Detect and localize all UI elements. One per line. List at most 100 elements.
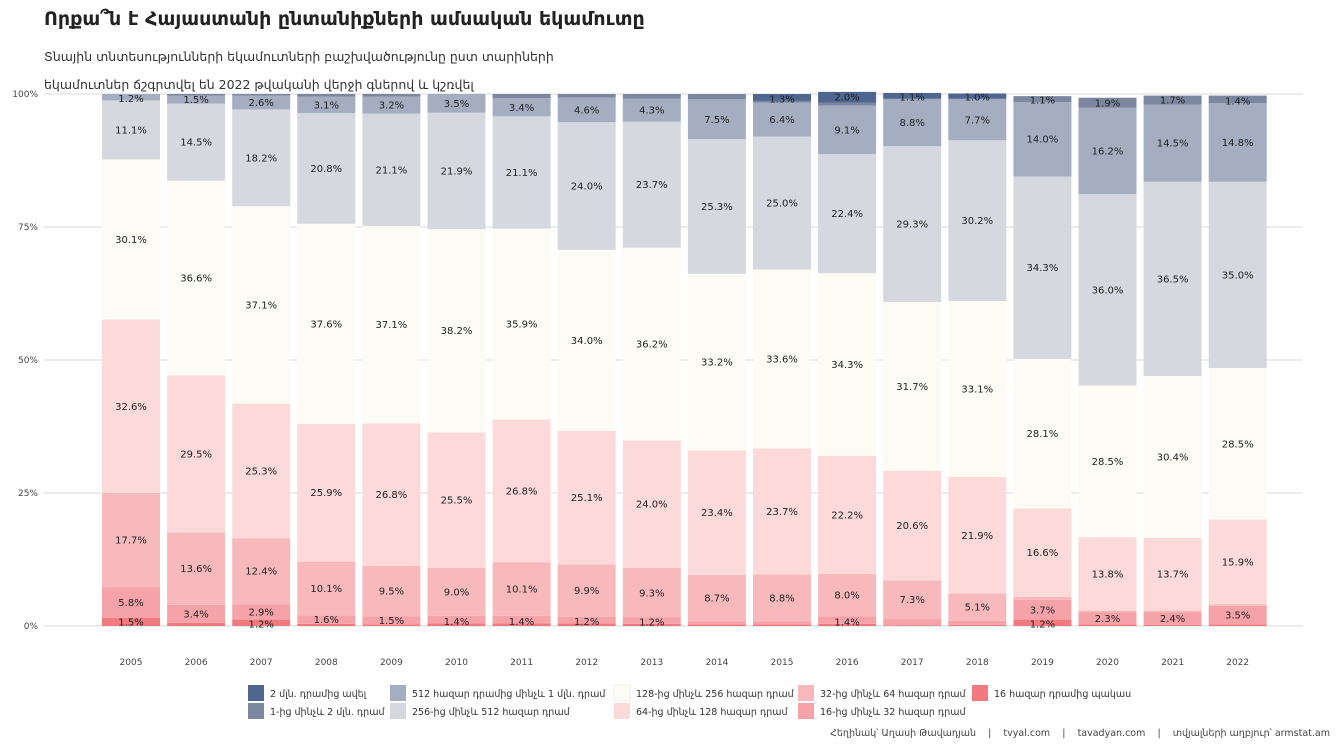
data-label: 25.5% [441,496,473,507]
bar-segment [1013,599,1072,620]
data-label: 1.2% [118,94,143,105]
footer-separator-1: | [988,728,992,739]
data-label: 33.1% [961,384,993,395]
legend-swatch [798,703,814,719]
bar-segment [818,616,877,624]
bar-segment [818,105,877,155]
footer-site-1[interactable]: tvyal.com [1003,728,1051,739]
bar-segment [427,615,486,624]
data-label: 16.6% [1027,548,1059,559]
x-tick-label: 2009 [380,658,403,668]
data-label: 3.2% [379,101,404,112]
bar-segment [753,448,811,575]
legend-label: 16 հազար դրամից պակաս [994,689,1131,700]
bar-segment [622,121,681,248]
legend-swatch [614,703,630,719]
bar-segment [232,95,291,110]
data-label: 7.5% [704,115,729,126]
bar-segment [687,624,746,626]
data-label: 6.4% [769,115,794,126]
bar-segment [753,574,811,622]
data-label: 4.6% [574,105,599,116]
bar-segment [883,625,942,626]
data-label: 34.3% [831,360,863,371]
x-tick-label: 2021 [1161,658,1184,668]
legend-label: 2 մլն. դրամից ավել [270,689,367,700]
legend-label: 128-ից մինչև 256 հազար դրամ [636,689,795,700]
legend-swatch [613,684,631,702]
data-label: 1.2% [1030,620,1055,631]
bar-segment [883,99,942,147]
bar-segment [753,269,811,449]
data-label: 33.2% [701,358,733,369]
bar-segment [492,615,551,624]
data-label: 3.7% [1030,605,1055,616]
bar-segment [492,94,551,99]
footer-site-2[interactable]: tavadyan.com [1077,728,1146,739]
data-label: 26.8% [506,486,538,497]
bar-segment [492,98,551,117]
bar-segment [753,94,811,101]
legend-swatch [390,685,406,701]
bar-segment [1078,537,1137,611]
data-label: 2.0% [834,93,859,104]
x-tick-label: 2017 [901,658,924,668]
legend-label: 64-ից մինչև 128 հազար դրամ [636,707,789,718]
data-label: 5.8% [118,598,143,609]
x-tick-label: 2018 [966,658,989,668]
data-label: 23.4% [701,508,733,519]
bar-segment [1208,181,1267,368]
data-label: 28.1% [1027,429,1059,440]
bar-segment [948,620,1007,625]
bar-segment [948,140,1007,301]
data-label: 18.2% [245,153,277,164]
bar-segment [1078,97,1137,108]
data-label: 8.0% [834,591,859,602]
bar-segment [232,206,291,404]
data-label: 1.5% [183,95,208,106]
data-label: 21.9% [441,166,473,177]
bar-segment [948,99,1007,141]
data-label: 13.6% [180,564,212,575]
bar-segment [883,302,942,471]
bar-segment [167,103,226,181]
data-label: 26.8% [376,490,408,501]
bar-segment [1143,612,1202,625]
data-label: 14.5% [1157,139,1189,150]
bar-segment [622,623,681,626]
x-tick-label: 2022 [1226,658,1249,668]
bar-segment [1208,519,1267,605]
bar-segment [427,229,486,433]
bar-segment [753,102,811,137]
data-label: 1.6% [314,615,339,626]
bar-segment [362,113,421,226]
y-tick-label: 50% [18,356,38,366]
data-label: 3.5% [1225,611,1250,622]
data-label: 10.1% [506,585,538,596]
bar-segment [1143,104,1202,182]
data-label: 20.6% [896,521,928,532]
data-label: 2.9% [248,607,273,618]
bar-segment [557,616,616,624]
bar-segment [622,617,681,624]
bar-segment [818,91,877,103]
bar-segment [948,300,1007,478]
data-label: 10.1% [310,584,342,595]
data-label: 9.1% [834,125,859,136]
bar-segment [883,92,942,99]
data-label: 8.8% [899,118,924,129]
bar-segment [1078,624,1137,626]
bar-segment [232,604,291,620]
data-label: 1.4% [444,617,469,628]
x-tick-label: 2012 [575,658,598,668]
data-label: 24.0% [636,500,668,511]
bar-segment [492,116,551,229]
bar-segment [687,621,746,625]
bar-segment [818,573,877,617]
bar-segment [102,587,160,619]
data-label: 9.9% [574,586,599,597]
footer-credits: Հեղինակ՝ Աղասի Թավադյան | tvyal.com | ta… [830,728,1330,739]
data-label: 13.8% [1092,569,1124,580]
bar-segment [232,403,291,539]
bar-segment [232,94,291,96]
